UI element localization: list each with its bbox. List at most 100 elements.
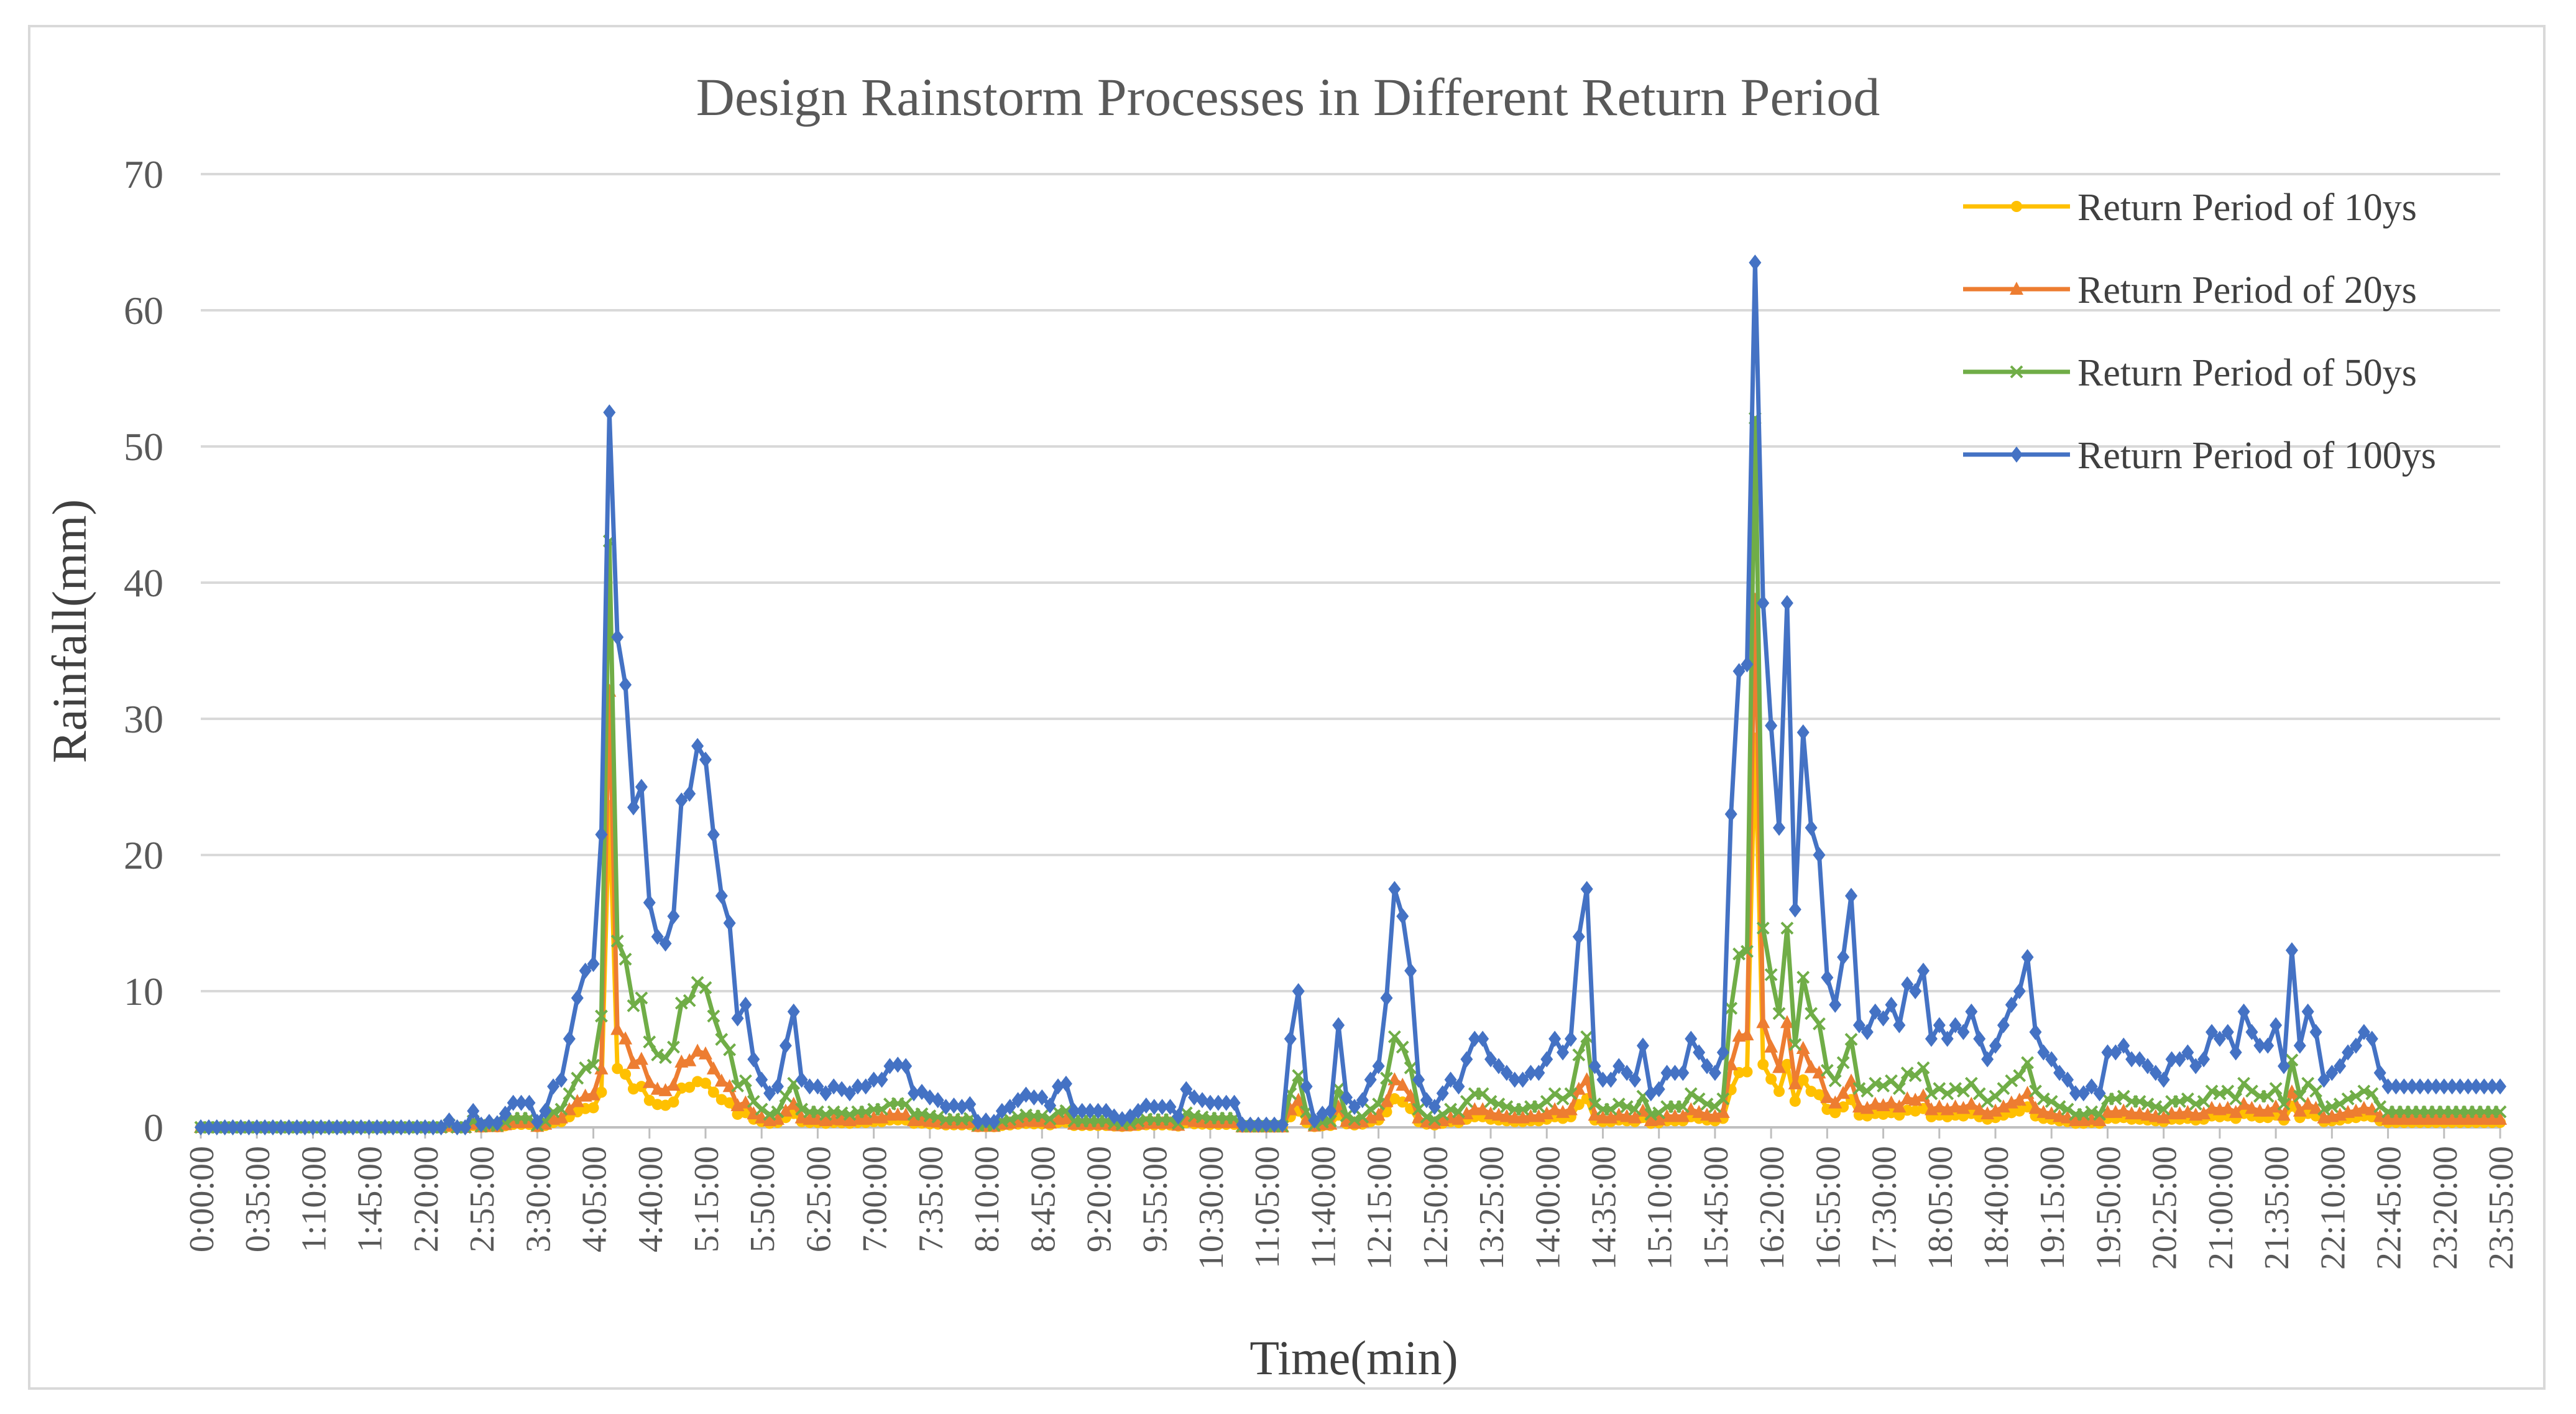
- data-point: [2398, 1078, 2411, 1095]
- data-point: [2437, 1078, 2450, 1095]
- data-point: [2005, 996, 2018, 1013]
- data-point: [1260, 1116, 1273, 1133]
- data-point: [668, 1096, 679, 1108]
- y-tick-label: 70: [124, 152, 163, 196]
- data-point: [2125, 1051, 2138, 1068]
- legend-item-2[interactable]: Return Period of 20ys: [1963, 269, 2417, 312]
- data-point: [1788, 1076, 1802, 1089]
- data-point: [2253, 1037, 2266, 1054]
- x-tick-label: 4:05:00: [576, 1146, 614, 1252]
- data-point: [1491, 1107, 1506, 1121]
- legend-item-1[interactable]: Return Period of 10ys: [1963, 187, 2417, 229]
- data-point: [1612, 1058, 1626, 1074]
- data-point: [1484, 1106, 1498, 1120]
- data-point: [1508, 1071, 1521, 1088]
- data-point: [1820, 1064, 1834, 1077]
- data-point: [2269, 1082, 2283, 1095]
- data-point: [2028, 1101, 2043, 1114]
- data-point: [2053, 1100, 2066, 1114]
- data-point: [1044, 1097, 1057, 1114]
- data-point: [1756, 922, 1770, 935]
- data-point: [1860, 1101, 1874, 1114]
- data-point: [1676, 1100, 1690, 1114]
- x-tick-label: 17:30:00: [1865, 1146, 1904, 1270]
- data-point: [2205, 1084, 2219, 1098]
- data-point: [1925, 1087, 1938, 1101]
- data-point: [1677, 1065, 1690, 1081]
- data-point: [1772, 1060, 1787, 1073]
- data-point: [1901, 976, 1914, 993]
- x-tick-label: 21:00:00: [2202, 1146, 2240, 1270]
- data-point: [683, 994, 696, 1007]
- data-point: [2478, 1078, 2491, 1095]
- data-point: [1532, 1100, 1545, 1114]
- data-point: [2189, 1097, 2202, 1111]
- x-tick-label: 23:20:00: [2426, 1146, 2465, 1270]
- data-point: [2197, 1051, 2210, 1068]
- data-point: [683, 1053, 697, 1066]
- data-point: [1564, 1087, 1578, 1101]
- data-point: [210, 1119, 223, 1135]
- data-point: [346, 1119, 359, 1135]
- data-point: [1989, 1037, 2002, 1054]
- data-point: [554, 1071, 568, 1088]
- data-point: [531, 1114, 544, 1130]
- data-point: [1003, 1113, 1017, 1126]
- data-point: [2093, 1085, 2106, 1102]
- data-point: [1172, 1108, 1185, 1125]
- data-point: [755, 1102, 768, 1116]
- data-point: [620, 1068, 632, 1080]
- data-point: [1869, 1003, 1882, 1020]
- data-point: [1604, 1102, 1617, 1116]
- data-point: [1900, 1091, 1915, 1105]
- data-point: [2454, 1078, 2467, 1095]
- data-point: [739, 996, 752, 1013]
- data-point: [1036, 1089, 1049, 1106]
- legend-label: Return Period of 10ys: [2077, 187, 2417, 229]
- data-point: [763, 1085, 776, 1102]
- data-point: [1228, 1094, 1241, 1111]
- data-point: [1941, 1030, 1954, 1047]
- data-point: [1035, 1109, 1049, 1123]
- data-point: [2341, 1092, 2355, 1106]
- data-point: [2270, 1017, 2283, 1033]
- data-point: [1628, 1110, 1642, 1124]
- data-point: [1516, 1102, 1530, 1116]
- data-point: [1973, 1030, 1986, 1047]
- data-point: [2005, 1074, 2018, 1088]
- data-point: [2189, 1058, 2202, 1074]
- data-point: [2148, 1109, 2163, 1122]
- x-tick-label: 18:40:00: [1977, 1146, 2016, 1270]
- data-point: [1693, 1044, 1706, 1061]
- series-4: [195, 254, 2506, 1135]
- x-tick-label: 7:35:00: [912, 1146, 950, 1252]
- data-point: [1236, 1116, 1249, 1133]
- data-point: [931, 1110, 945, 1124]
- data-point: [859, 1105, 873, 1119]
- data-point: [2245, 1084, 2258, 1098]
- data-point: [755, 1071, 768, 1088]
- data-point: [1813, 847, 1826, 863]
- data-point: [2229, 1092, 2243, 1106]
- data-point: [2077, 1085, 2090, 1102]
- data-point: [2373, 1100, 2387, 1114]
- data-point: [674, 996, 688, 1010]
- data-point: [1548, 1087, 1562, 1101]
- data-point: [282, 1119, 295, 1135]
- data-point: [1724, 1002, 1738, 1015]
- data-point: [1428, 1099, 1441, 1116]
- data-point: [1636, 1037, 1649, 1054]
- data-point: [1885, 996, 1898, 1013]
- data-point: [610, 1022, 625, 1035]
- legend[interactable]: Return Period of 10ys Return Period of 20…: [1963, 187, 2436, 477]
- data-point: [1059, 1075, 1072, 1092]
- data-point: [1452, 1105, 1465, 1119]
- data-point: [1749, 254, 1762, 271]
- legend-item-4[interactable]: Return Period of 100ys: [1963, 435, 2436, 477]
- data-point: [972, 1114, 985, 1130]
- legend-item-3[interactable]: Return Period of 50ys: [1963, 352, 2417, 394]
- data-point: [387, 1119, 400, 1135]
- data-point: [939, 1099, 952, 1116]
- data-point: [819, 1085, 832, 1102]
- data-point: [2140, 1107, 2155, 1121]
